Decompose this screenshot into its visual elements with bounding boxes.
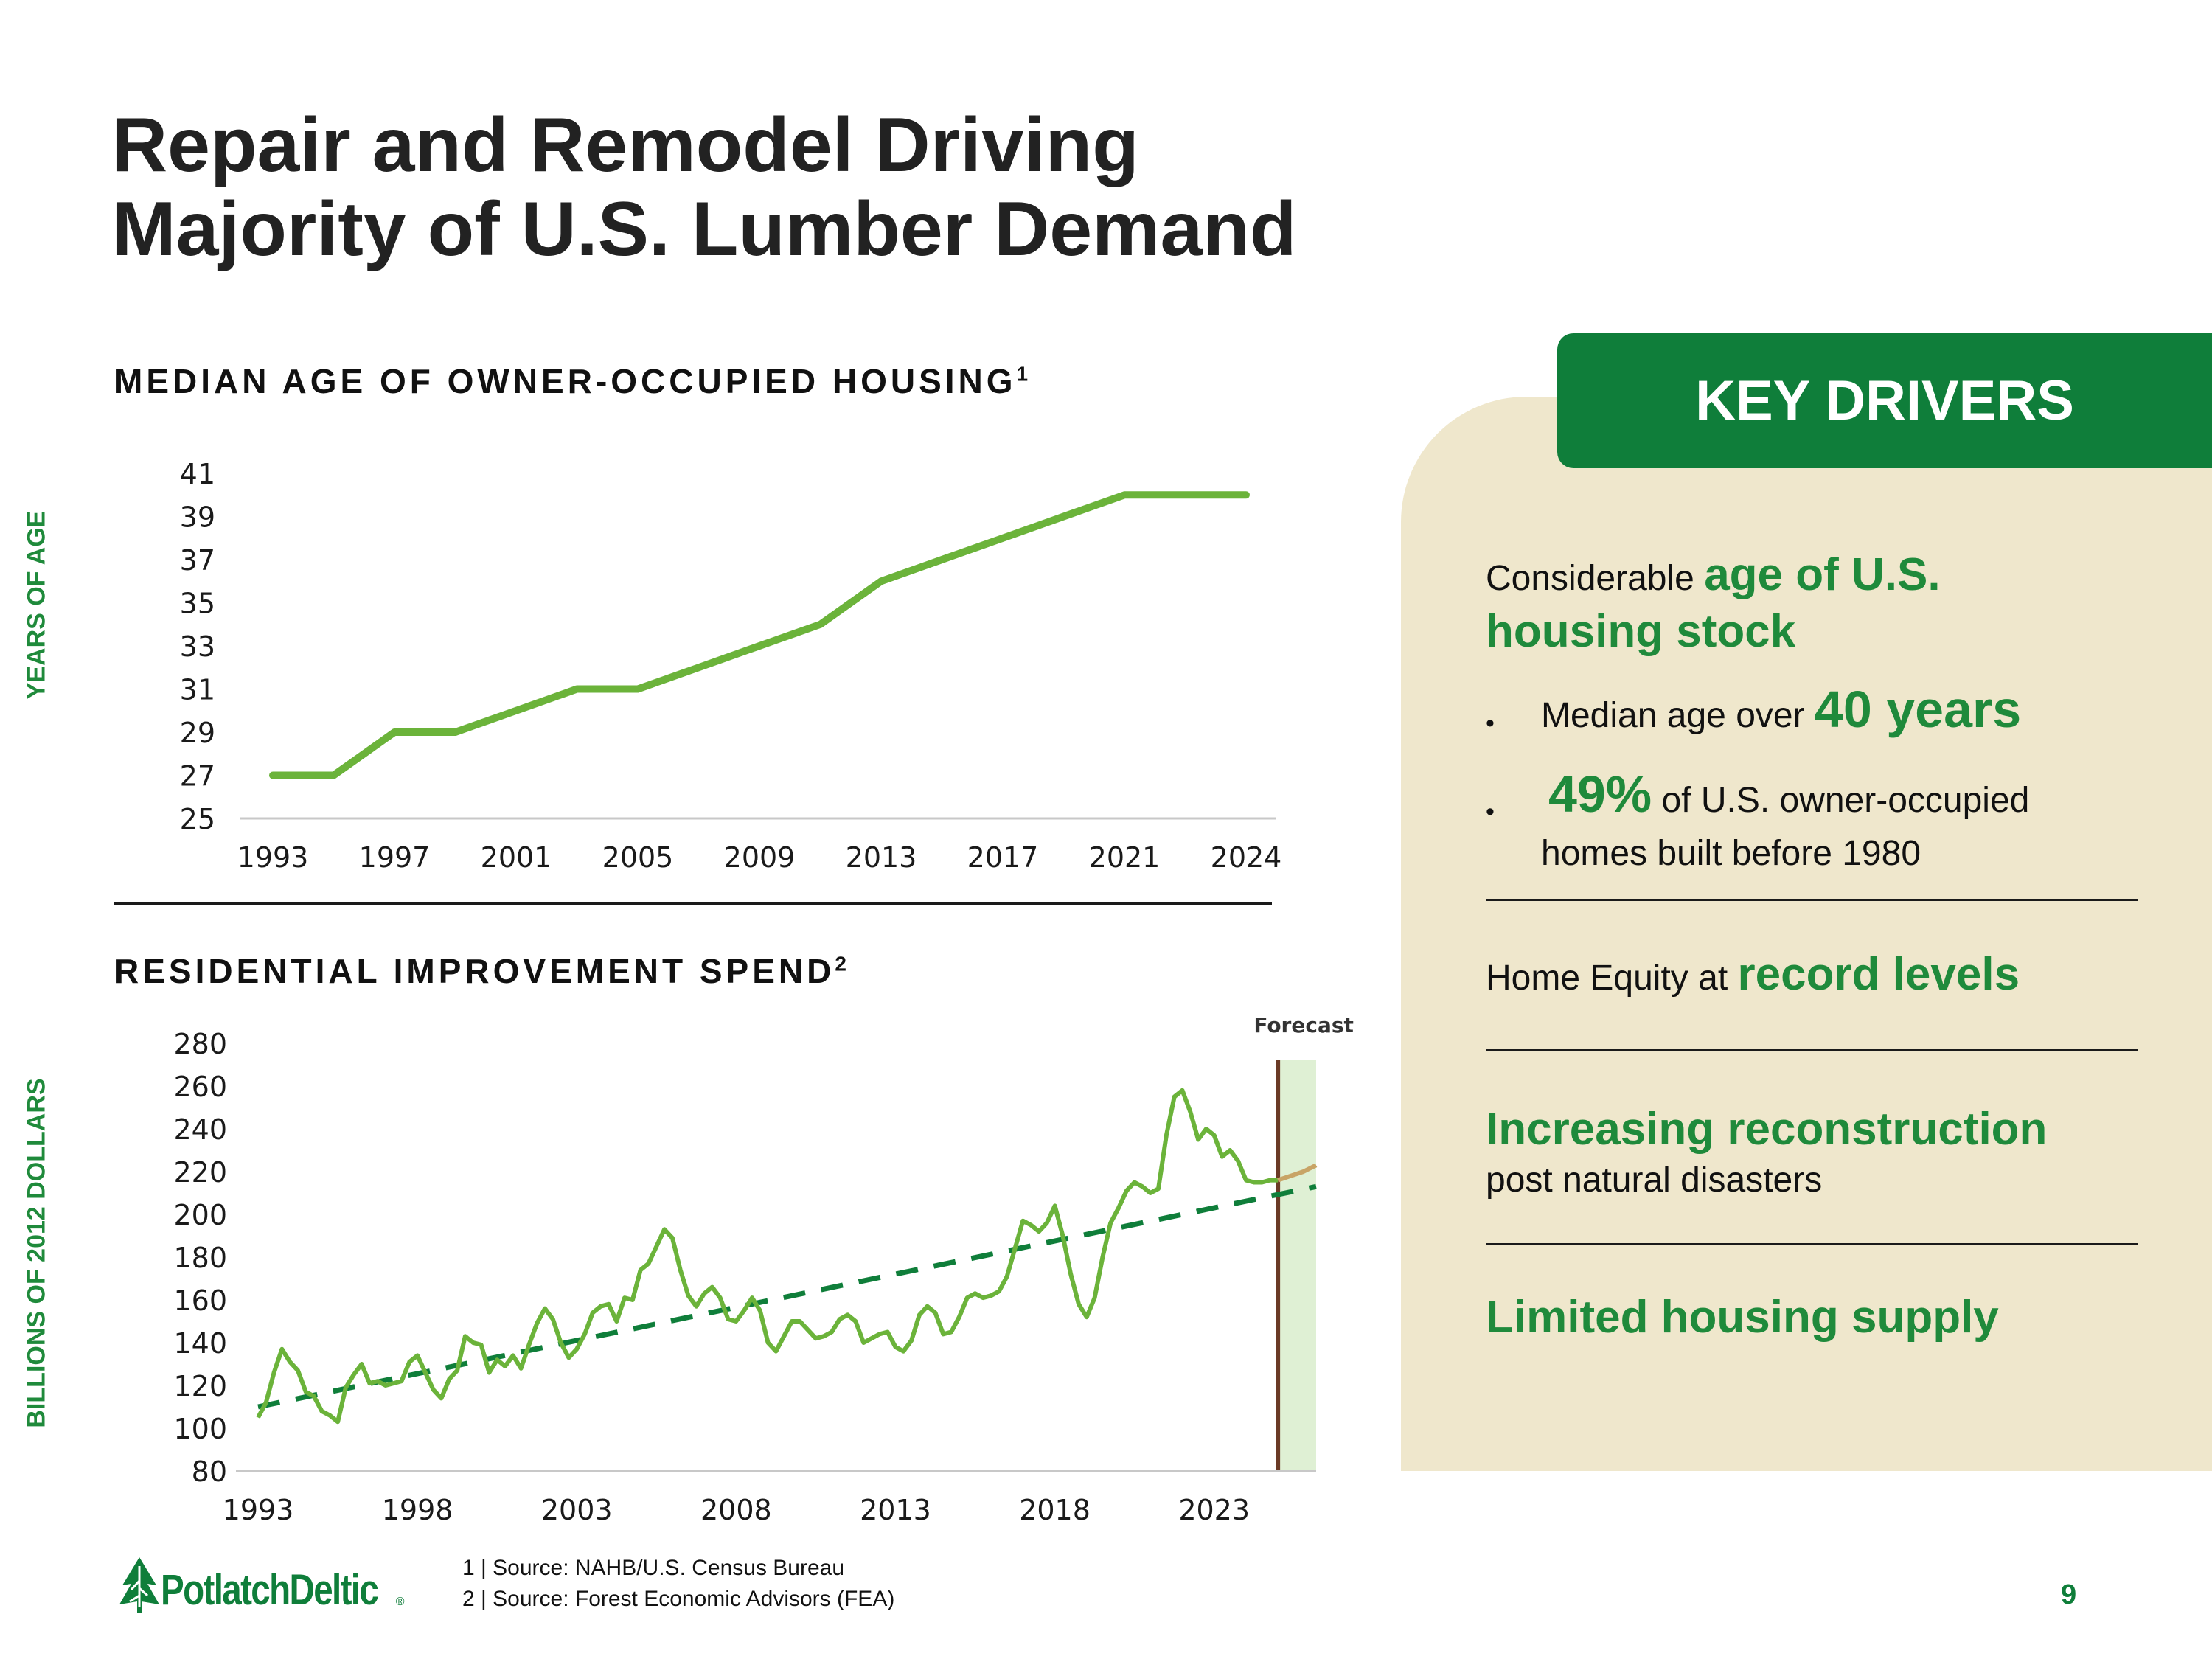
logo-wordmark: PotlatchDeltic <box>161 1566 379 1614</box>
chart2-forecast-line <box>1277 1163 1318 1183</box>
chart1-y-tick-label: 25 <box>180 803 215 835</box>
chart2-heading: RESIDENTIAL IMPROVEMENT SPEND2 <box>114 951 846 991</box>
bullet-homes-built-emphasis: 49% <box>1548 765 1652 823</box>
chart2-y-tick-label: 220 <box>173 1156 227 1189</box>
chart1-y-tick-label: 39 <box>180 501 215 534</box>
chart1-y-tick-label: 31 <box>180 674 215 706</box>
drivers-divider-3 <box>1486 1243 2138 1245</box>
driver-reconstruction: Increasing reconstruction post natural d… <box>1486 1102 2047 1204</box>
footnotes: 1 | Source: NAHB/U.S. Census Bureau 2 | … <box>462 1553 894 1615</box>
chart2-y-tick-label: 200 <box>173 1199 227 1231</box>
chart1-x-tick-label: 2024 <box>1211 841 1282 874</box>
chart2-y-tick-label: 120 <box>173 1370 227 1402</box>
driver-housing-supply: Limited housing supply <box>1486 1294 1999 1345</box>
chart1-y-tick-label: 27 <box>180 760 215 793</box>
driver-reconstruction-emphasis: Increasing reconstruction <box>1486 1104 2048 1155</box>
chart2-y-tick-label: 100 <box>173 1413 227 1445</box>
drivers-divider-1 <box>1486 899 2138 901</box>
bullet-median-age-prefix: Median age over <box>1541 696 1815 735</box>
chart2-x-tick-label: 1998 <box>382 1494 453 1526</box>
chart1-x-tick-label: 2017 <box>967 841 1039 874</box>
chart1-x-tick-label: 2021 <box>1089 841 1161 874</box>
chart1-heading: MEDIAN AGE OF OWNER-OCCUPIED HOUSING1 <box>114 361 1028 401</box>
page-title-line-1: Repair and Remodel Driving <box>112 102 1139 188</box>
bullet-median-age: • <box>1486 697 1495 747</box>
chart1-y-tick-label: 37 <box>180 544 215 577</box>
chart1-x-tick-label: 2009 <box>724 841 796 874</box>
driver-reconstruction-rest: post natural disasters <box>1486 1161 1823 1200</box>
chart1-heading-text: MEDIAN AGE OF OWNER-OCCUPIED HOUSING <box>114 362 1017 400</box>
chart1-y-tick-label: 41 <box>180 458 215 490</box>
chart1-x-tick-label: 2005 <box>602 841 674 874</box>
bullet-homes-built-line2: homes built before 1980 <box>1541 834 1921 873</box>
forecast-region <box>1278 1060 1316 1471</box>
logo-trademark: ® <box>395 1596 405 1608</box>
chart1-y-tick-label: 35 <box>180 588 215 620</box>
driver-housing-supply-emphasis: Limited housing supply <box>1486 1292 1999 1343</box>
improvement-spend-chart: Forecast 80 100 120 140 160 180 200 220 240 260 280… <box>173 1013 1354 1526</box>
tree-icon <box>119 1557 159 1613</box>
chart1-footnote-marker: 1 <box>1016 362 1029 386</box>
company-logo: PotlatchDeltic ® <box>118 1556 405 1615</box>
driver-home-equity-prefix: Home Equity at <box>1486 959 1738 998</box>
chart2-y-tick-label: 180 <box>173 1242 227 1274</box>
chart2-x-tick-label: 2023 <box>1178 1494 1250 1526</box>
chart1-y-tick-label: 33 <box>180 630 215 663</box>
chart2-trend-line <box>257 1183 1317 1410</box>
chart2-x-tick-label: 2018 <box>1019 1494 1091 1526</box>
chart2-series-line <box>256 1088 1279 1425</box>
driver-housing-age-prefix: Considerable <box>1486 559 1705 598</box>
chart1-y-tick-label: 29 <box>180 717 215 749</box>
chart2-x-tick-label: 2008 <box>700 1494 772 1526</box>
key-drivers-heading: KEY DRIVERS <box>1557 333 2212 468</box>
key-drivers-panel <box>1401 397 2212 1471</box>
drivers-divider-2 <box>1486 1049 2138 1051</box>
forecast-label: Forecast <box>1253 1013 1354 1037</box>
bullet-median-age-emphasis: 40 years <box>1814 681 2022 738</box>
chart1-series-line <box>269 491 1250 779</box>
chart1-x-tick-label: 1993 <box>237 841 309 874</box>
chart2-x-tick-label: 2013 <box>860 1494 931 1526</box>
chart1-x-tick-label: 2013 <box>846 841 917 874</box>
chart2-y-tick-label: 240 <box>173 1113 227 1146</box>
bullet-homes-built-text: 49% of U.S. owner-occupied <box>1548 768 2030 824</box>
bullet-homes-built: • <box>1486 785 1495 835</box>
chart2-x-tick-label: 1993 <box>223 1494 294 1526</box>
chart1-x-tick-label: 1997 <box>359 841 431 874</box>
page-title: Repair and Remodel Driving Majority of U… <box>112 103 1296 271</box>
chart2-y-tick-label: 80 <box>192 1455 227 1488</box>
driver-housing-age: Considerable age of U.S. housing stock <box>1486 552 1941 661</box>
bullet-dot: • <box>1486 709 1495 737</box>
footnote-1: 1 | Source: NAHB/U.S. Census Bureau <box>462 1556 845 1580</box>
page-number: 9 <box>2061 1579 2077 1610</box>
chart2-footnote-marker: 2 <box>835 952 846 975</box>
page-title-line-2: Majority of U.S. Lumber Demand <box>112 187 1297 272</box>
bullet-homes-built-rest: of U.S. owner-occupied <box>1652 781 2030 820</box>
bullet-median-age-text: Median age over 40 years <box>1541 684 2021 740</box>
chart2-y-tick-label: 160 <box>173 1284 227 1317</box>
driver-home-equity: Home Equity at record levels <box>1486 951 2020 1002</box>
bullet-dot: • <box>1486 798 1495 826</box>
section-divider <box>114 902 1272 905</box>
driver-home-equity-emphasis: record levels <box>1737 949 2020 1000</box>
chart2-y-tick-label: 280 <box>173 1028 227 1060</box>
chart1-x-tick-label: 2001 <box>481 841 552 874</box>
chart2-y-tick-label: 260 <box>173 1071 227 1103</box>
chart2-y-tick-label: 140 <box>173 1327 227 1360</box>
driver-housing-age-emphasis-1: age of U.S. <box>1704 549 1941 600</box>
chart2-heading-text: RESIDENTIAL IMPROVEMENT SPEND <box>114 952 835 990</box>
footnote-2: 2 | Source: Forest Economic Advisors (FE… <box>462 1587 895 1611</box>
driver-housing-age-emphasis-2: housing stock <box>1486 606 1796 657</box>
chart2-x-tick-label: 2003 <box>541 1494 613 1526</box>
median-age-chart: 25 27 29 31 33 35 37 39 41 1993 1997 2001 2005 2009 20… <box>180 458 1282 874</box>
